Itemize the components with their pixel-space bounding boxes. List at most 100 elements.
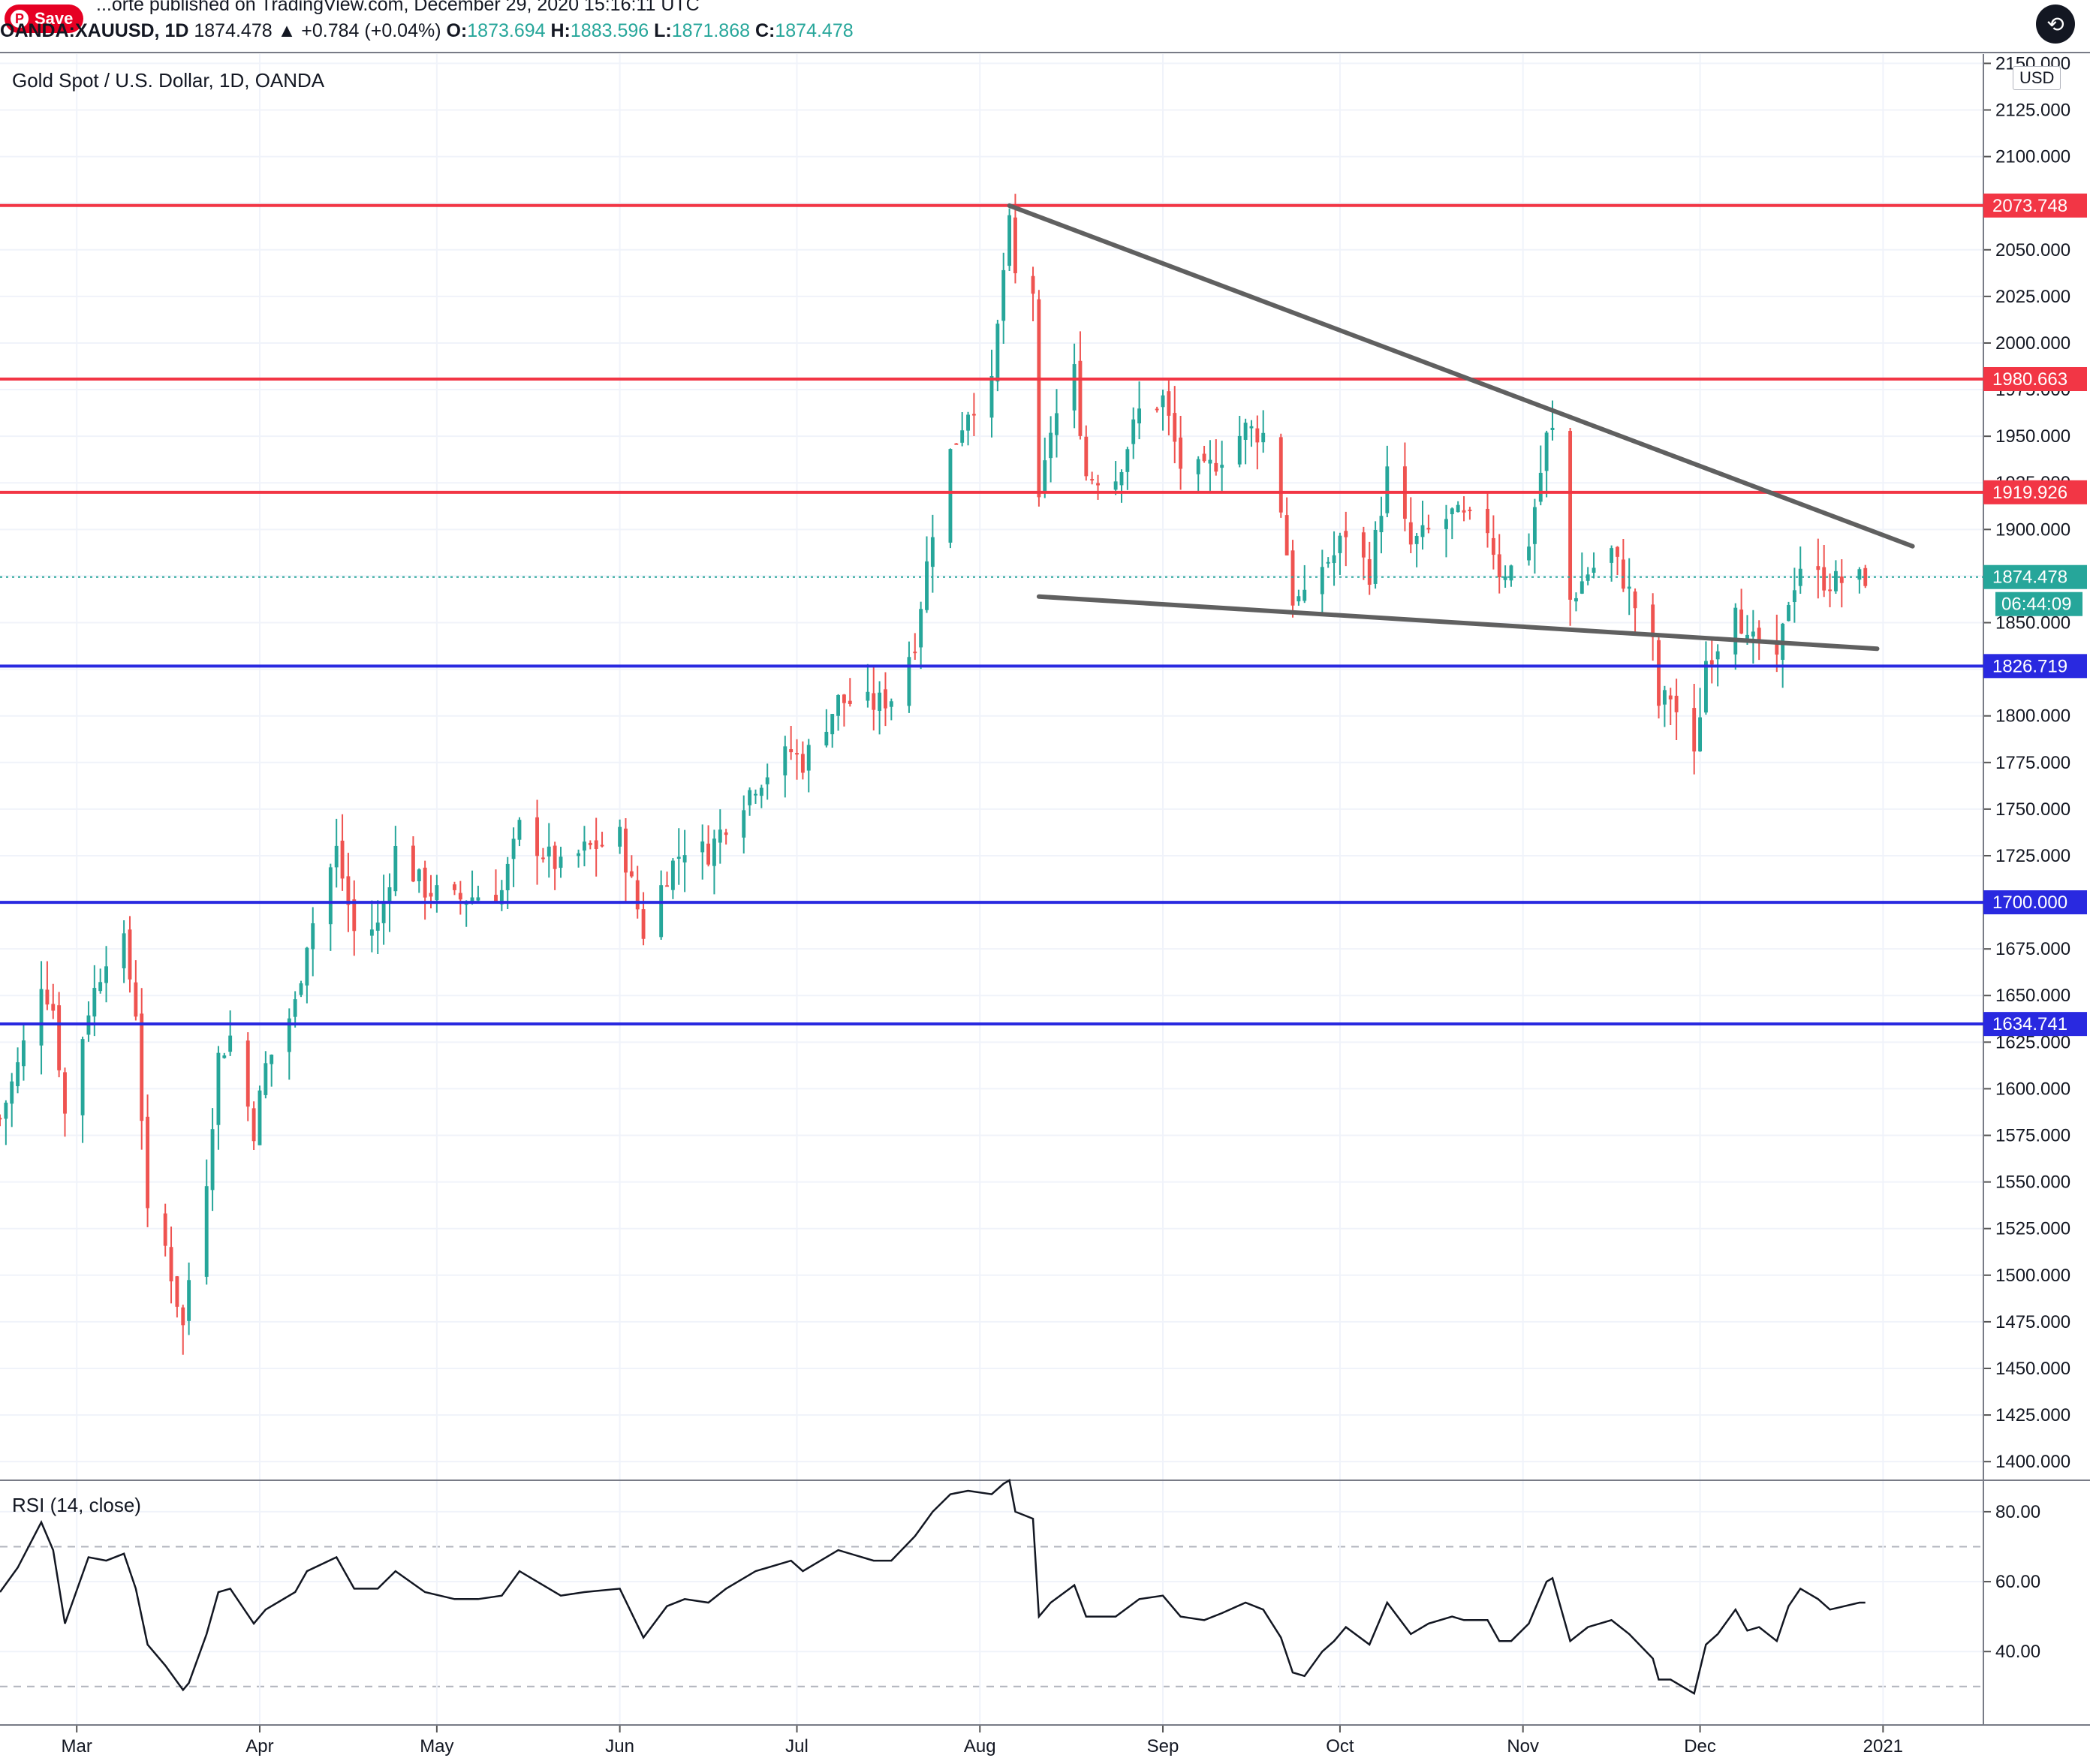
candle-body — [1284, 515, 1289, 555]
candle-body — [1651, 604, 1655, 637]
candle-body — [453, 884, 456, 890]
candle-body — [1468, 509, 1472, 511]
candle-body — [216, 1052, 221, 1125]
candle-body — [641, 909, 646, 939]
x-tick-label: Aug — [964, 1736, 996, 1756]
open-value: 1873.694 — [467, 20, 546, 41]
y-tick-label: 1950.000 — [1995, 426, 2070, 447]
save-button[interactable]: P Save — [5, 5, 84, 33]
low-value: 1871.868 — [671, 20, 751, 41]
candle-body — [334, 845, 339, 868]
candle-body — [1208, 459, 1212, 464]
candle-body — [889, 701, 893, 707]
candle-body — [830, 714, 835, 735]
candle-body — [393, 845, 398, 892]
upper-trendline — [1007, 203, 1915, 549]
currency-badge: USD — [2013, 66, 2061, 90]
candle-body — [375, 923, 380, 931]
candle-body — [270, 1054, 274, 1064]
candle-body — [1833, 570, 1838, 592]
x-tick-label: 2021 — [1863, 1736, 1903, 1756]
candle-body — [765, 777, 769, 784]
x-tick-label: Oct — [1326, 1736, 1354, 1756]
candle-body — [1361, 532, 1366, 558]
candle-body — [122, 933, 126, 968]
candle-body — [1574, 598, 1578, 602]
candle-body — [63, 1072, 67, 1114]
candle-body — [706, 843, 711, 865]
candle-body — [948, 449, 953, 543]
candle-body — [1408, 522, 1413, 545]
candle-body — [700, 841, 705, 853]
candle-body — [1792, 590, 1796, 603]
candle-body — [257, 1090, 262, 1145]
candle-body — [724, 832, 728, 835]
candle-body — [1367, 558, 1372, 585]
y-tick-label: 2025.000 — [1995, 287, 2070, 307]
ohlc-line: OANDA:XAUUSD, 1D 1874.478 ▲ +0.784 (+0.0… — [0, 20, 854, 42]
level-label-bg — [1983, 654, 2087, 679]
y-tick-label: 1775.000 — [1995, 753, 2070, 773]
candle-body — [1125, 449, 1130, 472]
candle-body — [1857, 569, 1862, 580]
candle-body — [1775, 643, 1779, 655]
candle-body — [1509, 565, 1513, 581]
candle-body — [299, 983, 303, 995]
y-tick-label: 1475.000 — [1995, 1312, 2070, 1332]
candle-body — [1296, 596, 1301, 602]
candle-body — [146, 1116, 150, 1209]
candle-body — [1320, 567, 1324, 595]
x-tick-label: May — [420, 1736, 453, 1756]
candle-body — [665, 885, 669, 887]
candle-body — [1486, 508, 1489, 534]
candle-body — [1863, 567, 1868, 586]
level-label: 2073.748 — [1992, 196, 2067, 216]
candle-body — [718, 829, 722, 843]
rsi-title: RSI (14, close) — [12, 1494, 141, 1516]
candle-body — [1538, 472, 1543, 502]
candle-body — [1043, 460, 1047, 492]
candle-body — [1444, 519, 1448, 529]
candle-body — [264, 1063, 268, 1095]
share-icon[interactable]: ⟲ — [2036, 5, 2075, 44]
candle-body — [913, 652, 917, 654]
candle-body — [1167, 391, 1171, 416]
x-tick-label: Sep — [1147, 1736, 1179, 1756]
candle-body — [1090, 479, 1095, 481]
candle-body — [1698, 717, 1703, 751]
candle-body — [470, 897, 474, 902]
candle-body — [925, 561, 929, 610]
candle-body — [45, 989, 50, 1005]
candle-body — [128, 929, 132, 980]
candle-body — [187, 1280, 191, 1321]
candle-body — [80, 1039, 85, 1115]
candle-body — [800, 754, 805, 773]
candle-body — [989, 375, 994, 418]
candle-body — [1568, 431, 1573, 600]
candle-body — [1462, 510, 1466, 513]
candle-body — [1161, 395, 1165, 408]
candle-body — [411, 845, 415, 882]
candle-body — [759, 787, 763, 796]
candle-body — [1243, 423, 1248, 440]
rsi-tick-label: 60.00 — [1995, 1572, 2040, 1592]
candle-body — [1610, 548, 1614, 563]
candle-body — [1373, 529, 1378, 584]
candle-body — [1822, 567, 1826, 591]
candle-body — [1179, 437, 1183, 469]
candle-body — [476, 897, 480, 901]
candle-body — [423, 867, 427, 898]
save-label: Save — [35, 9, 74, 28]
candle-body — [676, 856, 681, 859]
candle-body — [505, 863, 510, 891]
y-tick-label: 1675.000 — [1995, 939, 2070, 959]
candle-body — [659, 885, 664, 938]
candle-body — [39, 989, 44, 1046]
level-label: 1980.663 — [1992, 369, 2067, 390]
candle-body — [1709, 660, 1714, 665]
candle-body — [169, 1247, 173, 1282]
candle-body — [1757, 628, 1761, 643]
candle-body — [553, 845, 557, 869]
candle-body — [0, 1118, 2, 1120]
